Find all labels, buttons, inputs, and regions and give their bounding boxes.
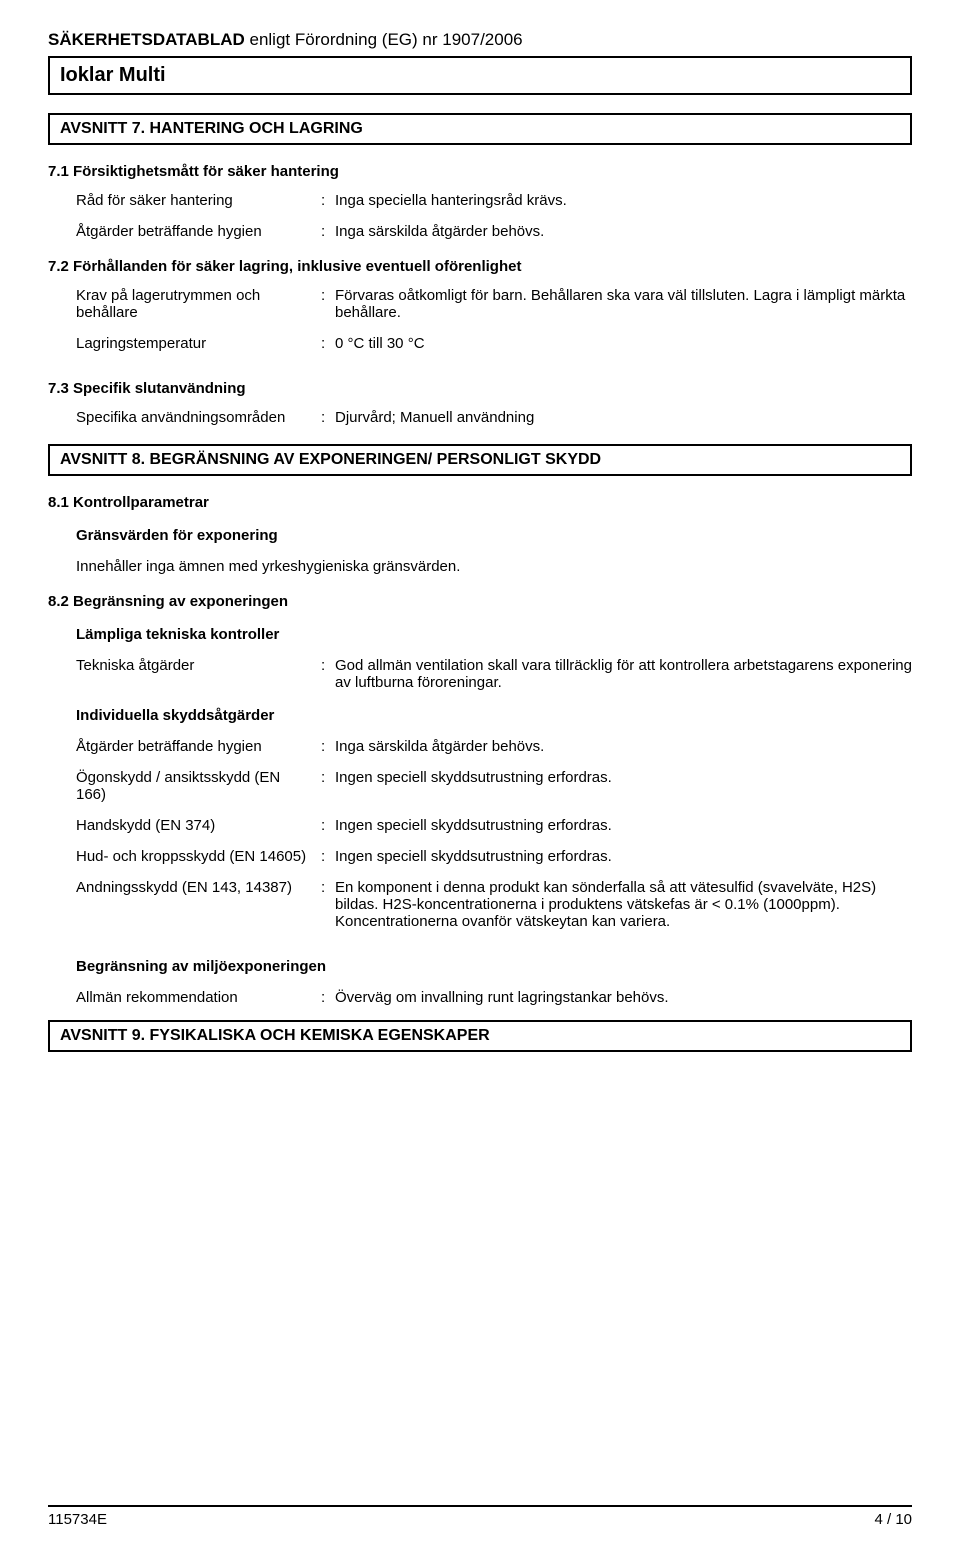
technical-controls-heading: Lämpliga tekniska kontroller bbox=[48, 626, 912, 643]
kv-colon: : bbox=[321, 848, 335, 865]
section-7-1-heading: 7.1 Försiktighetsmått för säker hanterin… bbox=[48, 163, 912, 180]
individual-protection-heading: Individuella skyddsåtgärder bbox=[48, 707, 912, 724]
section-8-1-heading: 8.1 Kontrollparametrar bbox=[48, 494, 912, 511]
kv-value: Ingen speciell skyddsutrustning erfordra… bbox=[335, 848, 912, 865]
kv-colon: : bbox=[321, 409, 335, 426]
kv-colon: : bbox=[321, 879, 335, 930]
kv-row: Lagringstemperatur : 0 °C till 30 °C bbox=[48, 335, 912, 352]
kv-label: Allmän rekommendation bbox=[76, 989, 321, 1006]
section-7-title: AVSNITT 7. HANTERING OCH LAGRING bbox=[48, 113, 912, 145]
kv-row: Åtgärder beträffande hygien : Inga särsk… bbox=[48, 738, 912, 755]
kv-row: Specifika användningsområden : Djurvård;… bbox=[48, 409, 912, 426]
kv-label: Tekniska åtgärder bbox=[76, 657, 321, 691]
section-7-3-heading: 7.3 Specifik slutanvändning bbox=[48, 380, 912, 397]
section-8-2-heading: 8.2 Begränsning av exponeringen bbox=[48, 593, 912, 610]
kv-value: Djurvård; Manuell användning bbox=[335, 409, 912, 426]
kv-row: Handskydd (EN 374) : Ingen speciell skyd… bbox=[48, 817, 912, 834]
env-exposure-heading: Begränsning av miljöexponeringen bbox=[48, 958, 912, 975]
product-name: Ioklar Multi bbox=[60, 64, 166, 86]
kv-colon: : bbox=[321, 287, 335, 321]
section-7-2-heading: 7.2 Förhållanden för säker lagring, inkl… bbox=[48, 258, 912, 275]
kv-colon: : bbox=[321, 989, 335, 1006]
kv-colon: : bbox=[321, 335, 335, 352]
kv-label: Hud- och kroppsskydd (EN 14605) bbox=[76, 848, 321, 865]
footer-page: 4 / 10 bbox=[874, 1511, 912, 1528]
kv-value: Ingen speciell skyddsutrustning erfordra… bbox=[335, 769, 912, 803]
kv-label: Åtgärder beträffande hygien bbox=[76, 223, 321, 240]
kv-label: Ögonskydd / ansiktsskydd (EN 166) bbox=[76, 769, 321, 803]
kv-value: Överväg om invallning runt lagringstanka… bbox=[335, 989, 912, 1006]
sds-title: SÄKERHETSDATABLAD bbox=[48, 30, 245, 49]
kv-value: En komponent i denna produkt kan sönderf… bbox=[335, 879, 912, 930]
sds-title-line: SÄKERHETSDATABLAD enligt Förordning (EG)… bbox=[48, 30, 912, 50]
kv-value: Inga särskilda åtgärder behövs. bbox=[335, 223, 912, 240]
kv-label: Lagringstemperatur bbox=[76, 335, 321, 352]
kv-value: God allmän ventilation skall vara tillrä… bbox=[335, 657, 912, 691]
page-footer: 115734E 4 / 10 bbox=[48, 1505, 912, 1528]
kv-label: Råd för säker hantering bbox=[76, 192, 321, 209]
kv-label: Andningsskydd (EN 143, 14387) bbox=[76, 879, 321, 930]
kv-row: Ögonskydd / ansiktsskydd (EN 166) : Inge… bbox=[48, 769, 912, 803]
kv-row: Tekniska åtgärder : God allmän ventilati… bbox=[48, 657, 912, 691]
kv-colon: : bbox=[321, 223, 335, 240]
kv-colon: : bbox=[321, 817, 335, 834]
kv-row: Råd för säker hantering : Inga speciella… bbox=[48, 192, 912, 209]
exposure-limits-text: Innehåller inga ämnen med yrkeshygienisk… bbox=[48, 558, 912, 575]
kv-row: Allmän rekommendation : Överväg om inval… bbox=[48, 989, 912, 1006]
kv-value: 0 °C till 30 °C bbox=[335, 335, 912, 352]
footer-code: 115734E bbox=[48, 1511, 107, 1528]
kv-row: Åtgärder beträffande hygien : Inga särsk… bbox=[48, 223, 912, 240]
kv-value: Inga särskilda åtgärder behövs. bbox=[335, 738, 912, 755]
document-page: SÄKERHETSDATABLAD enligt Förordning (EG)… bbox=[0, 0, 960, 1546]
kv-colon: : bbox=[321, 769, 335, 803]
kv-colon: : bbox=[321, 738, 335, 755]
section-9-title: AVSNITT 9. FYSIKALISKA OCH KEMISKA EGENS… bbox=[48, 1020, 912, 1052]
kv-label: Krav på lagerutrymmen och behållare bbox=[76, 287, 321, 321]
document-header: SÄKERHETSDATABLAD enligt Förordning (EG)… bbox=[48, 30, 912, 95]
regulation-text: enligt Förordning (EG) nr 1907/2006 bbox=[250, 30, 523, 49]
kv-row: Krav på lagerutrymmen och behållare : Fö… bbox=[48, 287, 912, 321]
kv-row: Andningsskydd (EN 143, 14387) : En kompo… bbox=[48, 879, 912, 930]
kv-colon: : bbox=[321, 192, 335, 209]
kv-colon: : bbox=[321, 657, 335, 691]
product-name-box: Ioklar Multi bbox=[48, 56, 912, 95]
kv-value: Förvaras oåtkomligt för barn. Behållaren… bbox=[335, 287, 912, 321]
exposure-limits-heading: Gränsvärden för exponering bbox=[48, 527, 912, 544]
kv-label: Specifika användningsområden bbox=[76, 409, 321, 426]
kv-value: Inga speciella hanteringsråd krävs. bbox=[335, 192, 912, 209]
kv-label: Handskydd (EN 374) bbox=[76, 817, 321, 834]
kv-label: Åtgärder beträffande hygien bbox=[76, 738, 321, 755]
kv-value: Ingen speciell skyddsutrustning erfordra… bbox=[335, 817, 912, 834]
section-8-title: AVSNITT 8. BEGRÄNSNING AV EXPONERINGEN/ … bbox=[48, 444, 912, 476]
kv-row: Hud- och kroppsskydd (EN 14605) : Ingen … bbox=[48, 848, 912, 865]
